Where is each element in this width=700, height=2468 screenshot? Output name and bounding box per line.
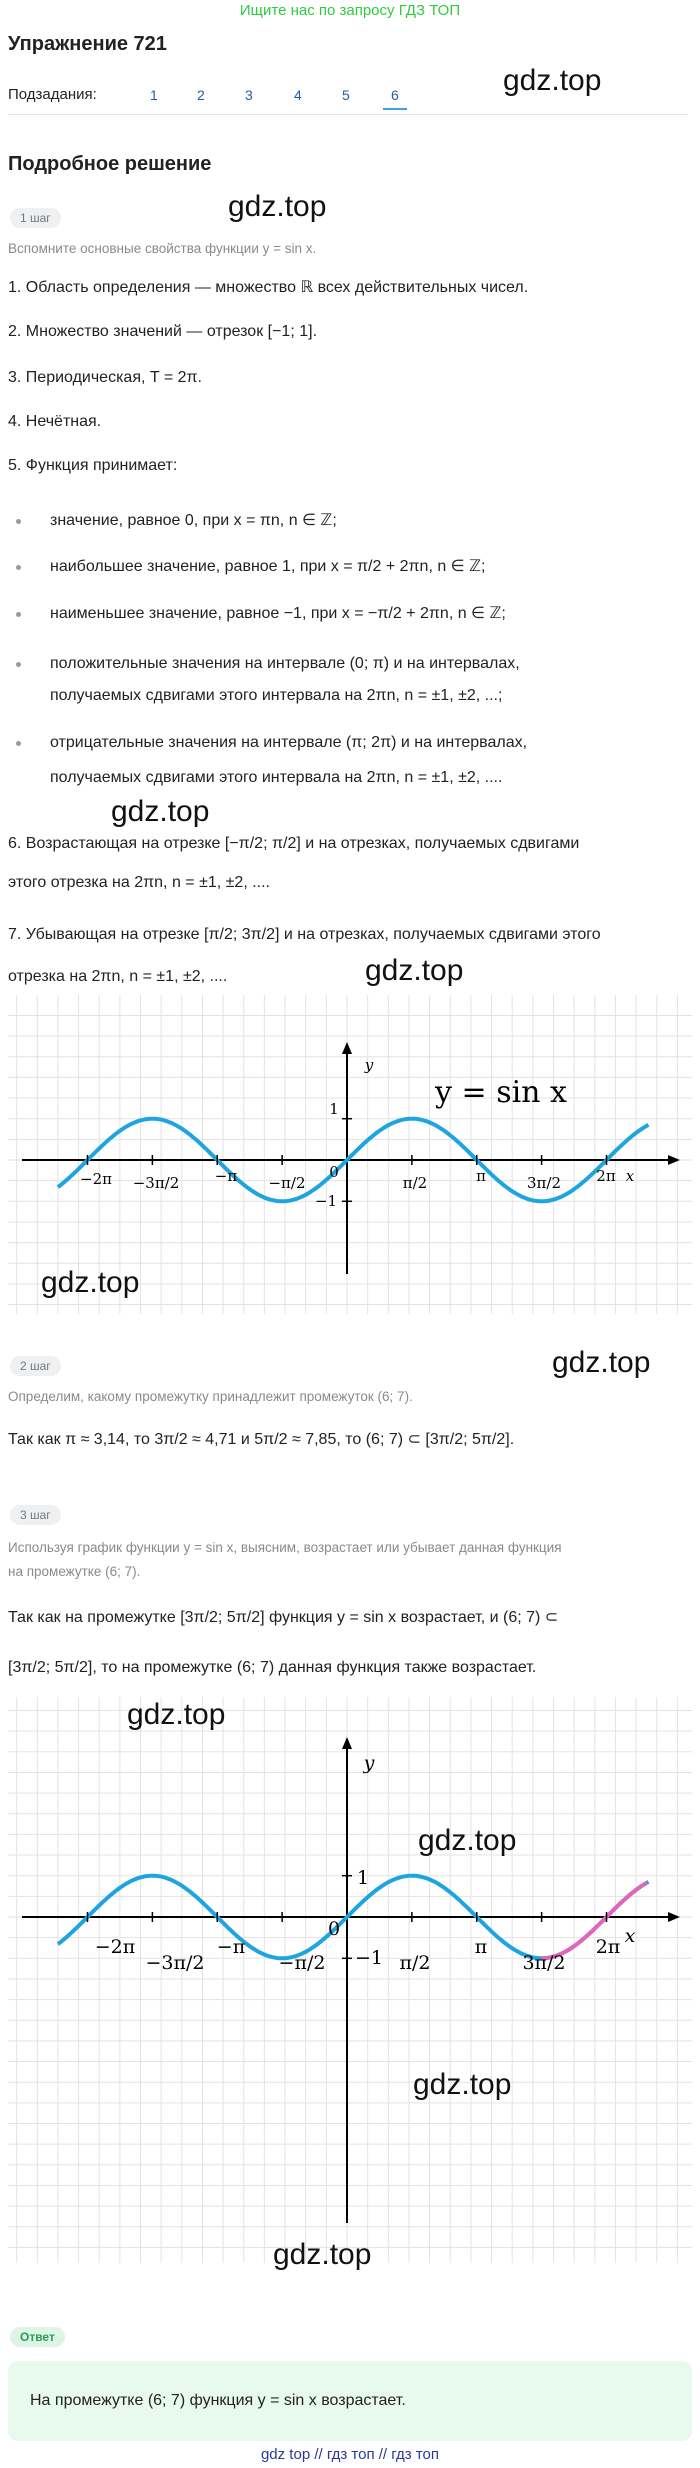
subtask-tab[interactable]: 5 bbox=[342, 87, 350, 103]
step-intro: Используя график функции y = sin x, выяс… bbox=[8, 1540, 562, 1555]
axis-label: x bbox=[626, 1167, 635, 1185]
axis-label: −1 bbox=[315, 1192, 337, 1210]
axis-label: y bbox=[364, 1056, 374, 1074]
step-badge: 1 шаг bbox=[10, 208, 61, 228]
banner: Ищите нас по запросу ГДЗ ТОП bbox=[239, 2, 461, 19]
axis-label: −π bbox=[217, 1936, 245, 1958]
axis-label: 1 bbox=[329, 1100, 339, 1118]
bullet bbox=[16, 565, 21, 570]
bullet-text: значение, равное 0, при x = πn, n ∈ ℤ; bbox=[50, 512, 337, 529]
bullet-text: получаемых сдвигами этого интервала на 2… bbox=[50, 687, 503, 704]
watermark: gdz.top bbox=[273, 2238, 372, 2271]
answer-box bbox=[8, 2361, 692, 2441]
property-item: 7. Убывающая на отрезке [π/2; 3π/2] и на… bbox=[8, 926, 601, 943]
property-item: 5. Функция принимает: bbox=[8, 457, 178, 474]
y-arrow bbox=[342, 1737, 352, 1749]
subtask-tab[interactable]: 1 bbox=[150, 87, 158, 103]
axis-label: π bbox=[475, 1936, 488, 1958]
step-badge: 3 шаг bbox=[10, 1505, 61, 1525]
subtask-tab[interactable]: 3 bbox=[245, 87, 253, 103]
axis-label: 3π/2 bbox=[522, 1952, 565, 1974]
step-text: Так как на промежутке [3π/2; 5π/2] функц… bbox=[8, 1609, 559, 1626]
subtasks-label: Подзадания: bbox=[8, 86, 97, 103]
axis-label: −3π/2 bbox=[146, 1952, 205, 1974]
axis-label: −π/2 bbox=[279, 1952, 326, 1974]
property-item: 6. Возрастающая на отрезке [−π/2; π/2] и… bbox=[8, 835, 580, 852]
bullet-text: отрицательные значения на интервале (π; … bbox=[50, 734, 528, 751]
watermark: gdz.top bbox=[127, 1698, 226, 1731]
bullet bbox=[16, 741, 21, 746]
axis-label: −3π/2 bbox=[133, 1174, 180, 1192]
x-arrow bbox=[668, 1912, 680, 1922]
bullet-text: положительные значения на интервале (0; … bbox=[50, 655, 520, 672]
property-item: отрезка на 2πn, n = ±1, ±2, .... bbox=[8, 968, 228, 985]
watermark: gdz.top bbox=[503, 64, 602, 97]
step-intro: на промежутке (6; 7). bbox=[8, 1564, 141, 1579]
axis-label: −1 bbox=[355, 1947, 383, 1969]
y-arrow bbox=[342, 1042, 352, 1054]
axis-label: x bbox=[625, 1925, 636, 1947]
watermark: gdz.top bbox=[418, 1824, 517, 1857]
bullet bbox=[16, 612, 21, 617]
bullet-text: наибольшее значение, равное 1, при x = π… bbox=[50, 558, 486, 575]
section-title: Подробное решение bbox=[8, 153, 212, 175]
axis-label: π bbox=[476, 1167, 486, 1185]
step-intro: Определим, какому промежутку принадлежит… bbox=[8, 1389, 413, 1404]
watermark: gdz.top bbox=[365, 954, 464, 987]
step-intro: Вспомните основные свойства функции y = … bbox=[8, 241, 317, 256]
axis-label: −2π bbox=[80, 1170, 112, 1188]
watermark: gdz.top bbox=[552, 1346, 651, 1379]
subtask-tab[interactable]: 2 bbox=[197, 87, 205, 103]
axis-label: 1 bbox=[357, 1867, 369, 1889]
step-text: Так как π ≈ 3,14, то 3π/2 ≈ 4,71 и 5π/2 … bbox=[8, 1431, 515, 1448]
axis-label: π/2 bbox=[403, 1174, 427, 1192]
step-text: [3π/2; 5π/2], то на промежутке (6; 7) да… bbox=[8, 1659, 537, 1676]
bullet-text: наименьшее значение, равное −1, при x = … bbox=[50, 605, 506, 622]
footer: gdz top // гдз топ // гдз топ bbox=[260, 2446, 440, 2463]
watermark: gdz.top bbox=[111, 795, 210, 828]
subtask-tab[interactable]: 4 bbox=[294, 87, 302, 103]
answer-text: На промежутке (6; 7) функция y = sin x в… bbox=[30, 2392, 406, 2409]
property-item: 4. Нечётная. bbox=[8, 413, 102, 430]
subtask-tab[interactable]: 6 bbox=[391, 87, 399, 103]
axis-label: 2π bbox=[596, 1936, 621, 1958]
bullet bbox=[16, 662, 21, 667]
page-title: Упражнение 721 bbox=[8, 33, 167, 55]
property-item: 3. Периодическая, T = 2π. bbox=[8, 369, 202, 386]
watermark: gdz.top bbox=[228, 190, 327, 223]
watermark: gdz.top bbox=[41, 1266, 140, 1299]
axis-label: −π bbox=[215, 1167, 238, 1185]
highlight-curve bbox=[541, 1880, 648, 1961]
x-arrow bbox=[668, 1155, 680, 1165]
watermark: gdz.top bbox=[413, 2068, 512, 2101]
sine-graph: y x 1 −1 0 −2π −3π/2 −π −π/2 π/2 π 3π/2 2π bbox=[8, 1697, 692, 2263]
answer-badge: Ответ bbox=[10, 2327, 65, 2347]
axis-label: 3π/2 bbox=[527, 1174, 561, 1192]
bullet-text: получаемых сдвигами этого интервала на 2… bbox=[50, 769, 503, 786]
axis-label: π/2 bbox=[400, 1952, 431, 1974]
sine-curve bbox=[56, 1116, 650, 1204]
property-item: этого отрезка на 2πn, n = ±1, ±2, .... bbox=[8, 874, 270, 891]
axis-label: 0 bbox=[329, 1163, 339, 1181]
axis-label: 0 bbox=[328, 1918, 340, 1940]
step-badge: 2 шаг bbox=[10, 1356, 61, 1376]
axis-label: y bbox=[363, 1752, 375, 1774]
sine-graph: y x 1 −1 0 −2π −3π/2 −π −π/2 π/2 π 3π/2 2π y = sin x bbox=[8, 995, 692, 1314]
axis-label: −2π bbox=[95, 1936, 136, 1958]
active-underline bbox=[383, 108, 407, 110]
graph-title: y = sin x bbox=[434, 1075, 567, 1110]
divider bbox=[8, 114, 688, 115]
property-item: 2. Множество значений — отрезок [−1; 1]. bbox=[8, 323, 318, 340]
axis-label: −π/2 bbox=[268, 1174, 305, 1192]
axis-label: 2π bbox=[596, 1167, 616, 1185]
property-item: 1. Область определения — множество ℝ все… bbox=[8, 279, 529, 296]
bullet bbox=[16, 519, 21, 524]
